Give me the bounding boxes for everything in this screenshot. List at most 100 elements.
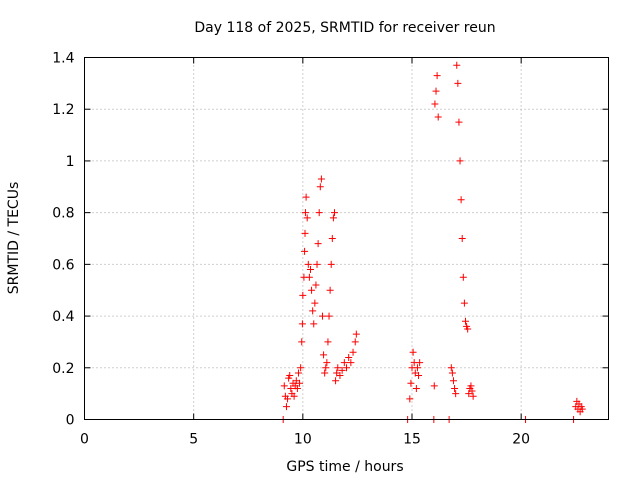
data-point — [430, 382, 438, 390]
data-point — [313, 260, 321, 268]
data-point — [468, 387, 476, 395]
y-tick-label: 0.8 — [52, 206, 74, 222]
data-point — [455, 118, 463, 126]
data-point — [301, 229, 309, 237]
grid-lines — [84, 57, 609, 420]
data-point — [454, 79, 462, 87]
data-point — [324, 338, 332, 346]
data-point — [323, 359, 331, 367]
data-point — [311, 299, 319, 307]
data-point — [301, 209, 309, 217]
data-point — [456, 157, 464, 165]
x-axis-title: GPS time / hours — [286, 459, 403, 475]
data-point — [409, 348, 417, 356]
data-point — [282, 403, 290, 411]
data-point — [349, 348, 357, 356]
data-point — [433, 72, 441, 80]
data-point — [416, 359, 424, 367]
data-point — [314, 240, 322, 248]
y-tick-label: 0 — [66, 413, 75, 429]
data-point — [347, 359, 355, 367]
y-tick-label: 0.6 — [52, 257, 74, 273]
data-point — [318, 312, 326, 320]
data-point — [326, 286, 334, 294]
data-point — [298, 338, 306, 346]
y-axis-title: SRMTID / TECUs — [6, 182, 22, 295]
data-point — [334, 364, 342, 372]
data-point — [299, 291, 307, 299]
data-point — [338, 366, 346, 374]
data-point — [325, 312, 333, 320]
x-tick-label: 15 — [403, 432, 421, 448]
data-point — [322, 364, 330, 372]
y-tick-label: 1.4 — [52, 51, 74, 67]
data-point — [345, 353, 353, 361]
data-point — [461, 317, 469, 325]
chart-title: Day 118 of 2025, SRMTID for receiver reu… — [194, 20, 495, 36]
data-point — [406, 395, 414, 403]
data-point — [293, 384, 301, 392]
x-tick-label: 10 — [294, 432, 312, 448]
y-tick-label: 1 — [66, 154, 75, 170]
data-point — [301, 247, 309, 255]
data-point — [308, 286, 316, 294]
data-point — [452, 390, 460, 398]
data-point — [451, 384, 459, 392]
data-point — [280, 382, 288, 390]
data-point — [415, 372, 423, 380]
data-point — [467, 382, 475, 390]
y-tick-label: 1.2 — [52, 102, 74, 118]
data-point — [296, 379, 304, 387]
data-point — [432, 87, 440, 95]
x-tick-label: 0 — [80, 432, 89, 448]
data-point — [321, 369, 329, 377]
data-point — [352, 330, 360, 338]
data-point — [302, 193, 310, 201]
data-point — [453, 61, 461, 69]
data-point — [303, 214, 311, 222]
data-point — [315, 209, 323, 217]
data-point — [287, 384, 295, 392]
data-point — [449, 377, 457, 385]
data-point — [320, 351, 328, 359]
data-point — [327, 260, 335, 268]
data-point — [286, 372, 294, 380]
data-point — [457, 196, 465, 204]
data-point — [284, 395, 292, 403]
data-point — [458, 235, 466, 242]
data-point — [460, 299, 468, 307]
x-tick-label: 20 — [512, 432, 530, 448]
data-point — [412, 384, 420, 392]
axis-ticks: 0 0.2 0.4 0.6 0.8 1 1.2 1.4 0 5 10 15 20 — [52, 51, 609, 448]
data-point — [340, 359, 348, 367]
data-point — [309, 307, 317, 315]
data-point — [306, 266, 314, 274]
data-point — [298, 320, 306, 328]
data-point — [317, 175, 325, 183]
data-point — [434, 113, 442, 121]
data-point — [448, 369, 456, 377]
data-point — [297, 364, 305, 372]
y-tick-label: 0.4 — [52, 309, 74, 325]
data-point — [290, 392, 298, 400]
data-point — [343, 364, 350, 372]
data-point — [329, 214, 337, 222]
y-tick-label: 0.2 — [52, 361, 74, 377]
data-point — [469, 392, 477, 400]
data-point — [431, 100, 439, 108]
data-point — [330, 209, 338, 217]
data-point — [413, 364, 421, 372]
data-point — [305, 273, 313, 281]
data-point — [312, 281, 320, 289]
data-point — [459, 273, 467, 281]
data-point — [447, 364, 455, 372]
data-point — [464, 325, 472, 333]
data-point — [310, 320, 318, 328]
data-point — [328, 235, 336, 242]
data-points — [279, 61, 586, 423]
data-point — [294, 369, 302, 377]
x-tick-label: 5 — [189, 432, 198, 448]
data-point — [407, 379, 415, 387]
data-point — [304, 260, 312, 268]
